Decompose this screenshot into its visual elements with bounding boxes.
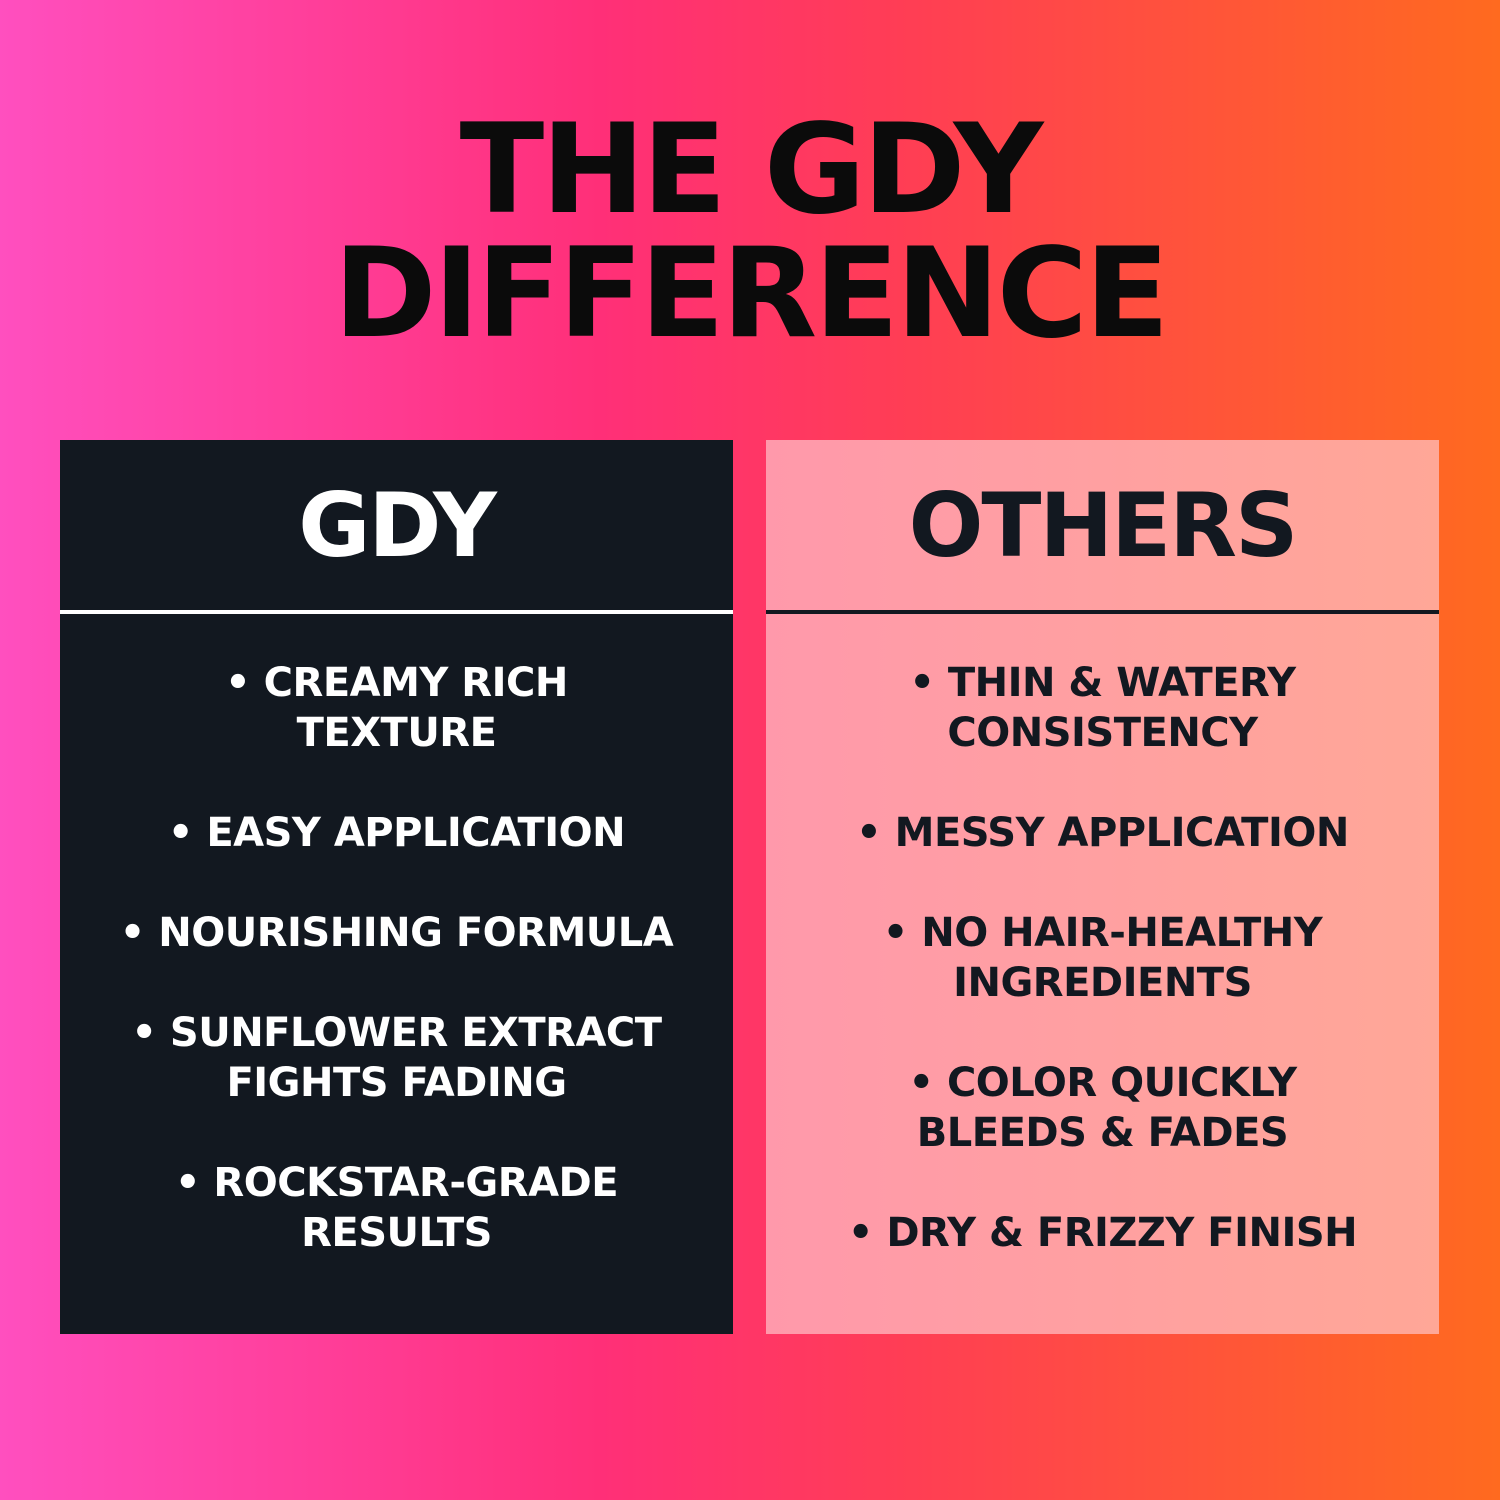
list-item: • CREAMY RICH TEXTURE [225,660,568,756]
list-item: • ROCKSTAR-GRADE RESULTS [174,1160,619,1256]
gdy-column: GDY • CREAMY RICH TEXTURE • EASY APPLICA… [60,440,733,1334]
list-item: • THIN & WATERY CONSISTENCY [909,660,1296,756]
others-divider [766,610,1439,614]
title-line-1: THE GDY [459,98,1044,242]
list-item: • NOURISHING FORMULA [119,910,674,956]
gdy-heading: GDY [298,473,497,577]
list-item: • MESSY APPLICATION [856,810,1349,856]
title-line-2: DIFFERENCE [333,222,1170,366]
gdy-list: • CREAMY RICH TEXTURE • EASY APPLICATION… [60,614,733,1258]
list-item: • SUNFLOWER EXTRACT FIGHTS FADING [131,1010,662,1106]
list-item: • DRY & FRIZZY FINISH [847,1210,1358,1256]
others-heading: OTHERS [908,473,1299,577]
list-item: • COLOR QUICKLY BLEEDS & FADES [908,1060,1297,1156]
others-column: OTHERS • THIN & WATERY CONSISTENCY • MES… [766,440,1439,1334]
page-title: THE GDY DIFFERENCE [0,108,1500,356]
list-item: • NO HAIR-HEALTHY INGREDIENTS [882,910,1323,1006]
list-item: • EASY APPLICATION [167,810,626,856]
gdy-divider [60,610,733,614]
others-list: • THIN & WATERY CONSISTENCY • MESSY APPL… [766,614,1439,1258]
